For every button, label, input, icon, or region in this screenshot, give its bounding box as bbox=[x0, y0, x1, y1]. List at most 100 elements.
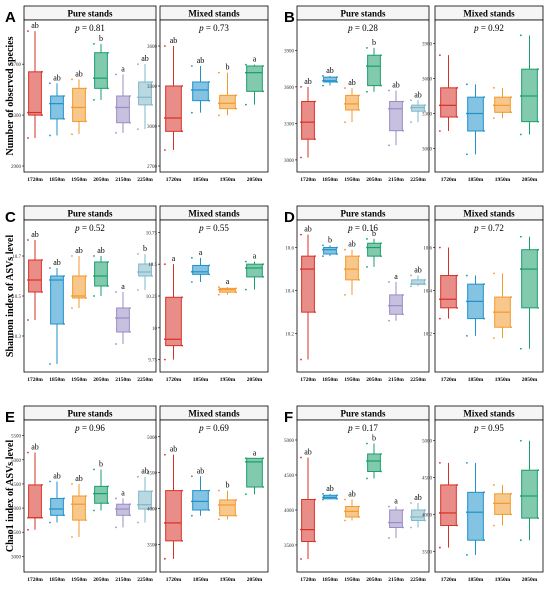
box-2050m: b 2050m bbox=[366, 229, 382, 383]
row-ylabel: Shannon index of ASVs level bbox=[5, 235, 16, 357]
x-tick-label: 1850m bbox=[49, 577, 65, 583]
data-point bbox=[115, 132, 117, 134]
data-point bbox=[300, 558, 302, 560]
data-point bbox=[344, 510, 346, 513]
sig-letter: a bbox=[394, 497, 398, 506]
box-iqr bbox=[367, 242, 381, 257]
box-1850m: ab 1850m bbox=[190, 56, 211, 183]
x-tick-label: 2250m bbox=[137, 177, 153, 183]
data-point bbox=[314, 311, 316, 314]
data-point bbox=[137, 475, 139, 478]
data-point bbox=[137, 96, 139, 99]
data-point bbox=[402, 129, 404, 132]
y-tick-label: 3600 bbox=[147, 45, 158, 50]
data-point bbox=[519, 95, 522, 97]
box-iqr bbox=[72, 495, 86, 521]
x-tick-label: 1950m bbox=[220, 577, 236, 583]
sig-letter: ab bbox=[97, 246, 105, 255]
data-point bbox=[358, 505, 360, 508]
sig-letter: b bbox=[99, 34, 103, 43]
sig-letter: a bbox=[253, 448, 257, 457]
y-tick-label: 4500 bbox=[284, 474, 295, 479]
p-symbol: p bbox=[74, 23, 80, 33]
data-point bbox=[27, 516, 29, 519]
p-value: p = 0.69 bbox=[198, 423, 229, 433]
sig-letter: ab bbox=[197, 466, 205, 475]
data-point bbox=[322, 244, 324, 247]
data-point bbox=[336, 497, 338, 500]
box-1720m: ab 1720m bbox=[300, 77, 316, 183]
data-point bbox=[49, 82, 51, 85]
y-tick-label: 10 bbox=[152, 327, 158, 332]
box-iqr bbox=[94, 485, 108, 504]
box-iqr bbox=[165, 296, 182, 347]
sig-letter: ab bbox=[31, 443, 39, 452]
y-tick-label: 3500 bbox=[147, 543, 158, 548]
data-point bbox=[244, 493, 247, 496]
x-tick-label: 1950m bbox=[220, 177, 236, 183]
strip-title: Mixed stands bbox=[188, 209, 240, 219]
data-point bbox=[492, 484, 495, 486]
box-1720m: ab 1720m bbox=[27, 230, 43, 383]
data-point bbox=[41, 114, 43, 116]
data-point bbox=[366, 442, 368, 445]
data-point bbox=[519, 268, 522, 270]
box-iqr bbox=[138, 263, 152, 277]
sig-letter: a bbox=[121, 64, 125, 73]
data-point bbox=[314, 138, 316, 141]
box-iqr bbox=[389, 509, 403, 528]
data-point bbox=[244, 103, 247, 106]
x-tick-label: 2150m bbox=[115, 177, 131, 183]
y-tick-label: 10.5 bbox=[148, 263, 157, 268]
data-point bbox=[63, 514, 65, 517]
sig-letter: ab bbox=[414, 90, 422, 99]
box-iqr bbox=[192, 490, 209, 511]
data-point bbox=[366, 266, 368, 268]
strip-title: Mixed stands bbox=[463, 9, 515, 19]
data-point bbox=[107, 261, 109, 263]
p-number: = 0.81 bbox=[80, 23, 105, 33]
y-tick-label: 3000 bbox=[284, 159, 295, 164]
sig-letter: a bbox=[226, 277, 230, 286]
y-tick-label: 5500 bbox=[11, 435, 22, 440]
y-tick-label: 10.4 bbox=[285, 290, 294, 295]
data-point bbox=[465, 334, 468, 337]
data-point bbox=[402, 509, 404, 511]
data-point bbox=[465, 554, 468, 556]
x-tick-label: 2050m bbox=[366, 177, 382, 183]
data-point bbox=[537, 306, 540, 309]
data-point bbox=[137, 503, 139, 506]
x-tick-label: 1720m bbox=[166, 177, 182, 183]
data-point bbox=[27, 319, 29, 321]
sig-letter: b bbox=[143, 244, 147, 253]
box-1850m: 1850m bbox=[465, 461, 486, 583]
x-tick-label: 1950m bbox=[495, 577, 511, 583]
data-point bbox=[163, 453, 166, 456]
strip-title: Mixed stands bbox=[463, 209, 515, 219]
x-tick-label: 1850m bbox=[49, 377, 65, 383]
box-iqr bbox=[389, 100, 403, 132]
data-point bbox=[217, 504, 220, 506]
box-iqr bbox=[411, 279, 425, 285]
data-point bbox=[85, 87, 87, 90]
data-point bbox=[93, 275, 95, 277]
data-point bbox=[483, 283, 486, 286]
data-point bbox=[41, 291, 43, 293]
data-point bbox=[235, 107, 238, 110]
x-tick-label: 2050m bbox=[93, 577, 109, 583]
row-ylabel: Number of observed species bbox=[5, 36, 16, 155]
data-point bbox=[115, 497, 117, 500]
p-number: = 0.95 bbox=[479, 423, 505, 433]
box-2050m: a 2050m bbox=[244, 55, 265, 183]
data-point bbox=[537, 120, 540, 123]
sig-letter: a bbox=[394, 272, 398, 281]
data-point bbox=[456, 306, 459, 309]
data-point bbox=[190, 256, 193, 259]
y-tick-label: 10.75 bbox=[146, 231, 158, 236]
data-point bbox=[137, 128, 139, 130]
mixed-subplot: Mixed stands p = 0.95 3500 4000 4500 5000 1720… bbox=[422, 405, 544, 583]
x-tick-label: 2150m bbox=[388, 577, 404, 583]
p-number: = 0.69 bbox=[204, 423, 230, 433]
data-point bbox=[93, 295, 95, 297]
